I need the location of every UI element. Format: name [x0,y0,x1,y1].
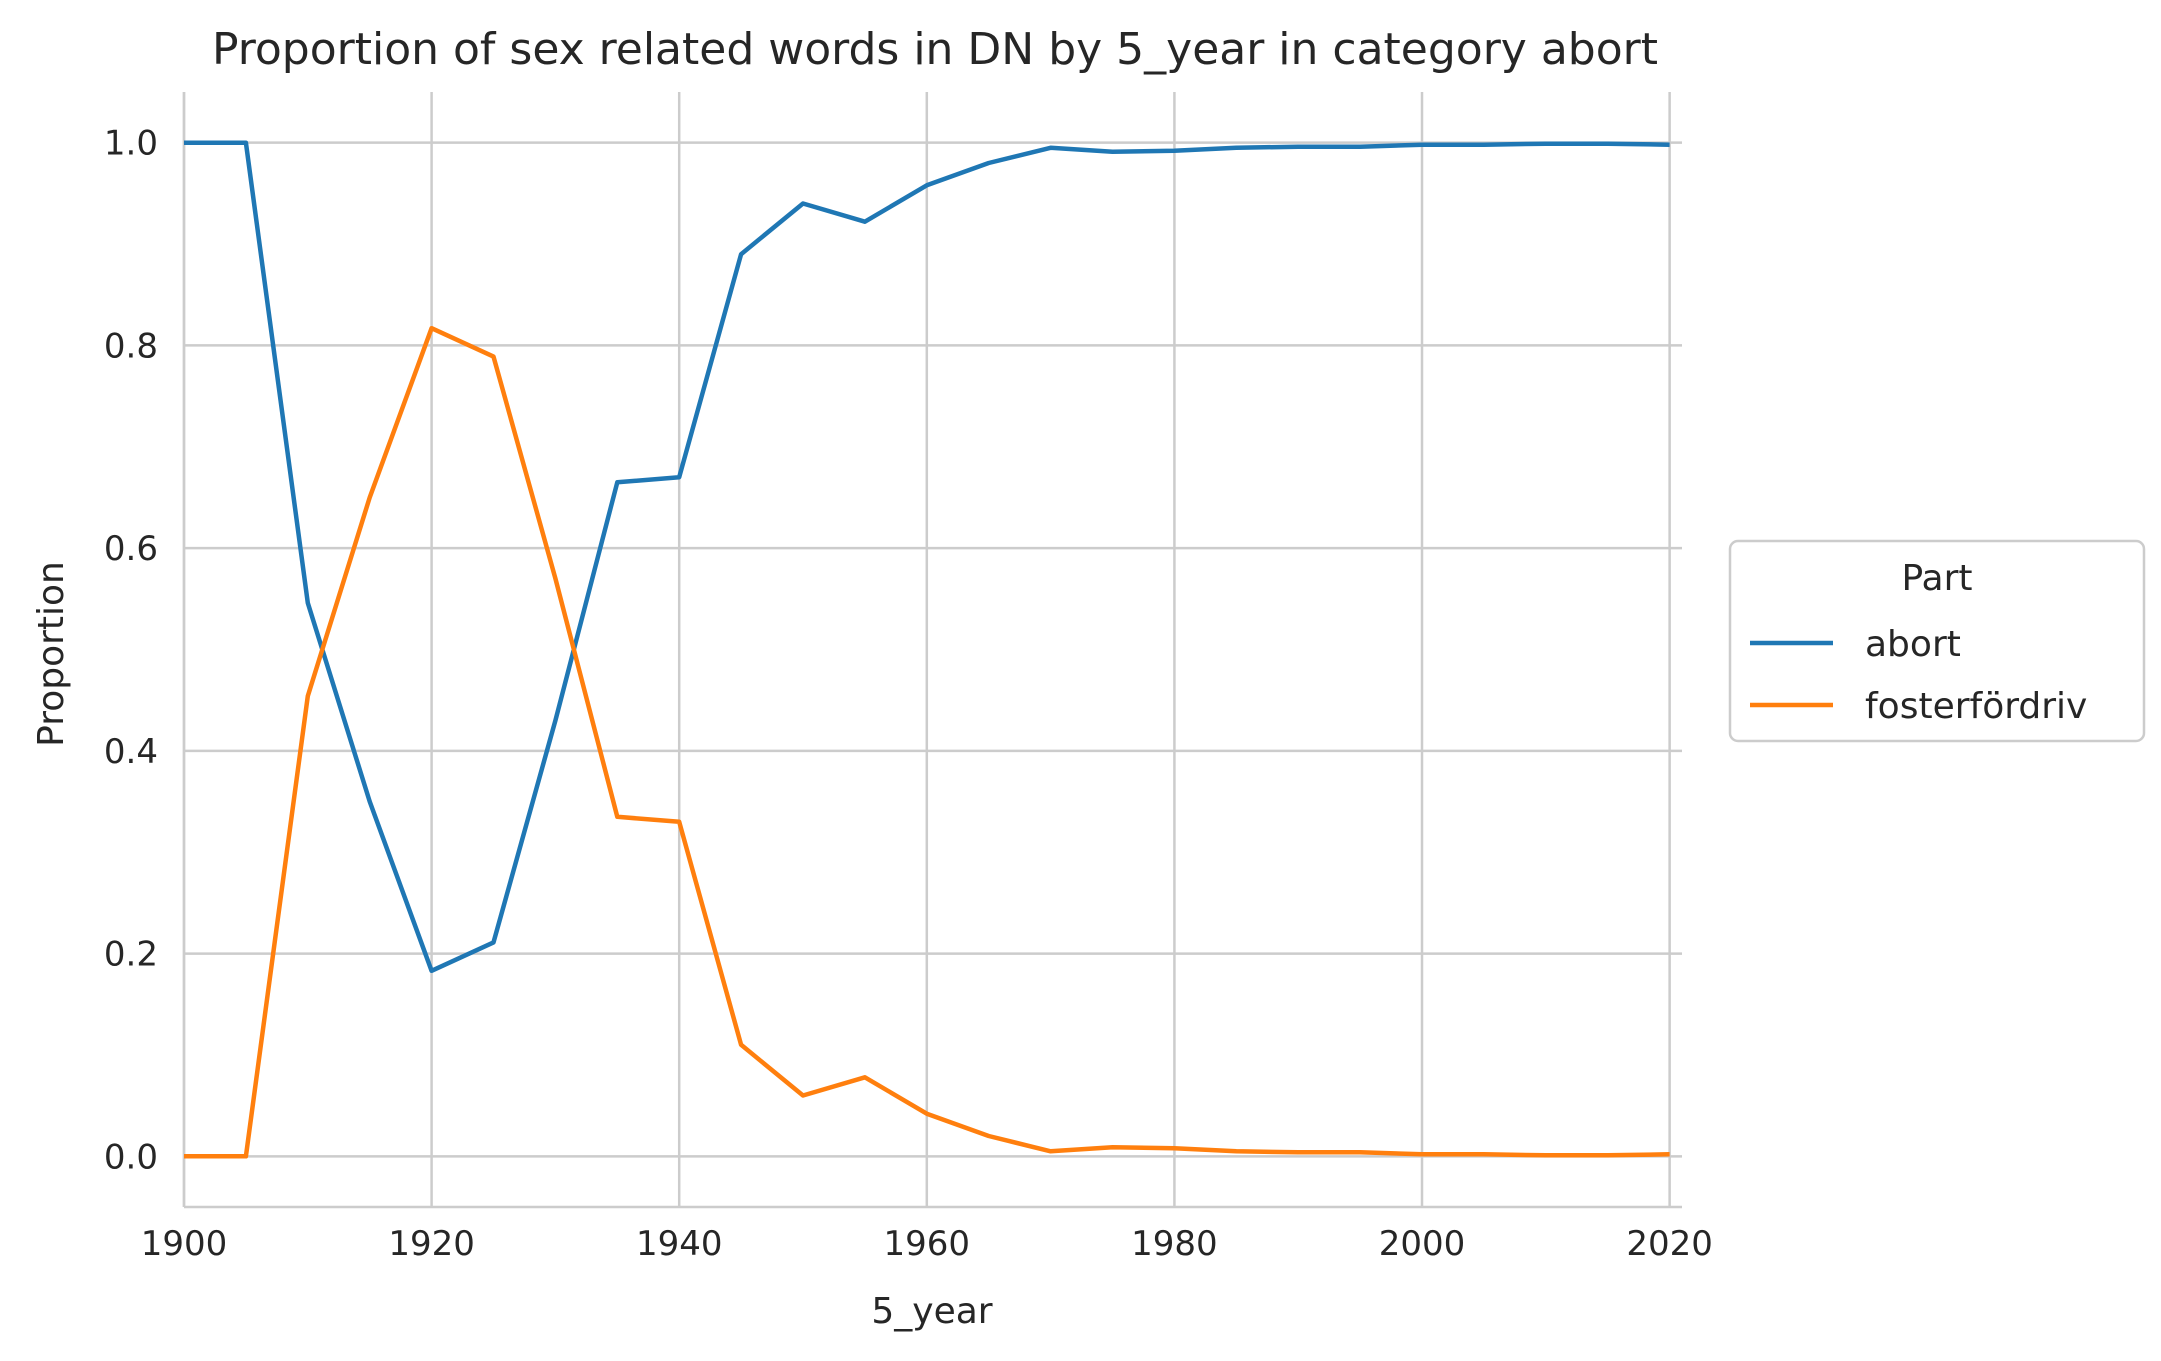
y-tick-label: 1.0 [104,124,158,164]
y-tick-label: 0.8 [104,326,158,366]
y-axis-label: Proportion [31,561,72,747]
legend: Part abort fosterfördriv [1728,539,2146,743]
x-tick-label: 1900 [141,1224,228,1264]
legend-title: Part [1901,558,1972,599]
series-layer [184,140,1670,1159]
y-gridlines [184,141,1682,1158]
x-tick-label: 1960 [884,1224,971,1264]
x-tick-label: 2000 [1379,1224,1466,1264]
x-axis-label: 5_year [871,1291,992,1332]
x-tick-labels: 1900 1920 1940 1960 1980 2000 2020 [141,1224,1713,1264]
x-tick-label: 1940 [636,1224,723,1264]
legend-entry-label: abort [1865,624,1961,665]
x-tick-label: 1920 [388,1224,475,1264]
chart-title: Proportion of sex related words in DN by… [212,24,1658,75]
series-line-abort [184,140,1670,974]
x-gridlines [182,92,1671,1207]
x-tick-label: 1980 [1131,1224,1218,1264]
legend-box [1728,539,2146,743]
y-tick-label: 0.2 [104,935,158,975]
y-tick-label: 0.4 [104,732,158,772]
series-line-fosterfördriv [184,325,1670,1159]
x-tick-label: 2020 [1626,1224,1713,1264]
y-tick-label: 0.0 [104,1137,158,1177]
legend-entry-label: fosterfördriv [1865,686,2087,727]
y-tick-labels: 0.0 0.2 0.4 0.6 0.8 1.0 [104,124,158,1178]
y-tick-label: 0.6 [104,529,158,569]
